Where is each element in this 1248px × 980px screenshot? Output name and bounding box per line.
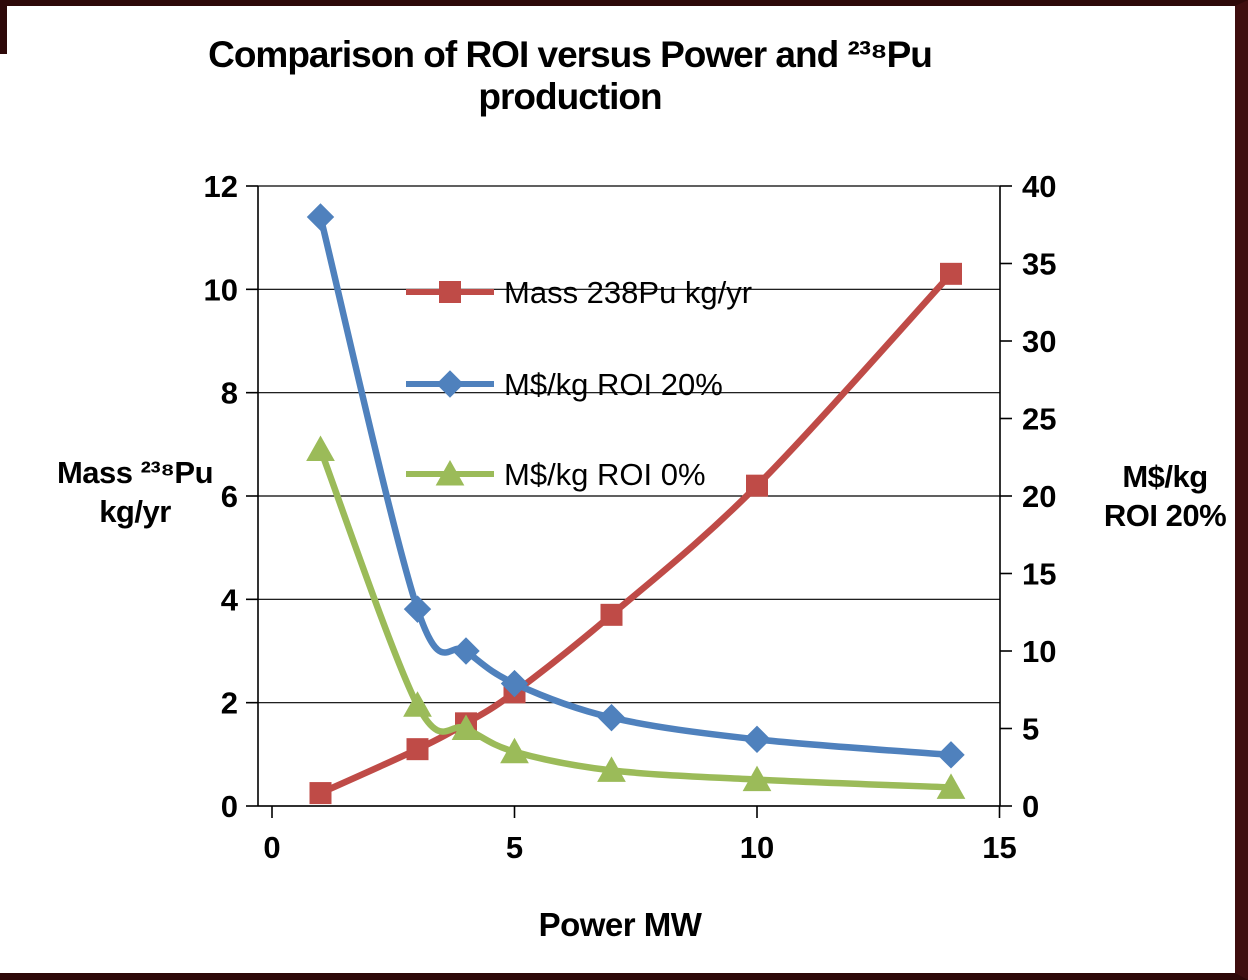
triangle-marker: [936, 773, 966, 799]
left-tick-label: 6: [221, 479, 238, 514]
legend: Mass 238Pu kg/yr M$/kg ROI 20% M$/kg ROI 0…: [406, 275, 752, 492]
diamond-marker: [306, 203, 335, 231]
square-marker: [600, 603, 623, 626]
right-tick-label: 35: [1022, 247, 1056, 282]
square-marker: [439, 281, 461, 303]
square-marker: [746, 474, 768, 497]
left-axis-label: Mass ²³⁸Pu kg/yr: [20, 454, 250, 532]
legend-label: Mass 238Pu kg/yr: [504, 275, 752, 310]
x-axis-label: Power MW: [538, 906, 702, 943]
series-m-kg-roi-0-: [306, 435, 966, 799]
left-tick-label: 0: [221, 789, 238, 824]
diamond-marker: [937, 741, 965, 769]
right-tick-label: 20: [1022, 479, 1056, 514]
legend-item-m-kg-roi-0-: M$/kg ROI 0%: [406, 457, 706, 492]
left-axis-label-line2: kg/yr: [99, 493, 171, 529]
diamond-marker: [500, 669, 529, 698]
diamond-marker: [452, 637, 480, 665]
triangle-marker: [306, 435, 335, 461]
legend-item-mass-238pu-kg-yr: Mass 238Pu kg/yr: [406, 275, 752, 310]
chart-title: Comparison of ROI versus Power and ²³⁸Pu…: [208, 34, 933, 117]
series-m-kg-roi-20-: [306, 203, 965, 769]
square-marker: [940, 262, 962, 285]
tick-labels: 0 2 4 6 8 10 12 0 5 10 15 20 25 30 35 40 0 5 10 15: [204, 169, 1057, 865]
triangle-marker: [742, 765, 772, 792]
right-tick-label: 10: [1022, 634, 1056, 669]
chart-plot: 0 2 4 6 8 10 12 0 5 10 15 20 25 30 35 40 0 5 10 15 Mass 238P…: [204, 169, 1057, 865]
legend-item-m-kg-roi-20-: M$/kg ROI 20%: [406, 367, 723, 402]
triangle-marker: [451, 714, 481, 740]
legend-label: M$/kg ROI 20%: [504, 367, 723, 402]
diamond-marker: [436, 370, 464, 398]
right-tick-label: 25: [1022, 402, 1056, 437]
triangle-marker: [500, 737, 529, 764]
right-tick-label: 30: [1022, 324, 1056, 359]
triangle-marker: [597, 756, 626, 782]
right-tick-label: 40: [1022, 169, 1056, 204]
x-tick-label: 10: [740, 830, 774, 865]
right-tick-label: 0: [1022, 789, 1039, 824]
x-tick-label: 15: [982, 830, 1016, 865]
legend-label: M$/kg ROI 0%: [504, 457, 706, 492]
triangle-marker: [403, 691, 432, 717]
left-tick-label: 2: [221, 686, 238, 721]
x-tick-label: 0: [263, 830, 280, 865]
diamond-marker: [597, 703, 626, 732]
right-axis-label: M$/kg ROI 20%: [1090, 458, 1235, 536]
right-axis-label-line1: M$/kg: [1122, 459, 1208, 494]
left-tick-label: 10: [204, 272, 238, 307]
triangle-marker: [435, 459, 465, 486]
diamond-marker: [743, 725, 771, 754]
square-marker: [309, 782, 332, 805]
frame-left-notch: [0, 6, 7, 54]
diamond-marker: [403, 595, 432, 623]
left-axis-label-line1: Mass ²³⁸Pu: [56, 455, 214, 490]
right-tick-label: 15: [1022, 557, 1056, 592]
right-tick-label: 5: [1022, 712, 1039, 747]
square-marker: [406, 738, 429, 761]
left-tick-label: 4: [221, 582, 239, 617]
right-axis-label-line2: ROI 20%: [1103, 497, 1227, 533]
left-tick-label: 8: [221, 376, 238, 411]
x-tick-label: 5: [506, 830, 523, 865]
left-tick-label: 12: [204, 169, 238, 204]
